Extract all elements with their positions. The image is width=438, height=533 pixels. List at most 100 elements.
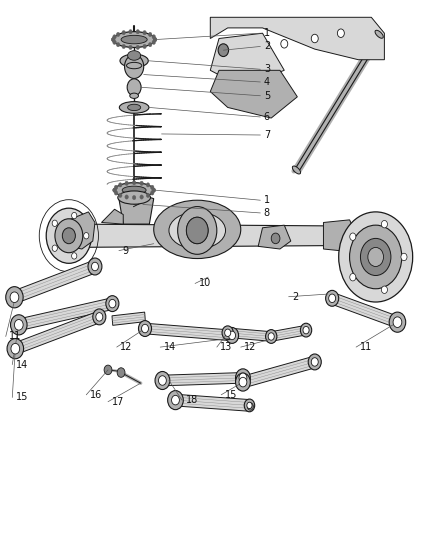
Ellipse shape: [127, 51, 141, 60]
Text: 1: 1: [264, 28, 270, 38]
Circle shape: [148, 43, 152, 47]
Circle shape: [119, 193, 122, 198]
Polygon shape: [102, 209, 123, 224]
Text: 15: 15: [225, 390, 237, 400]
Circle shape: [146, 193, 150, 198]
Circle shape: [138, 320, 152, 336]
Circle shape: [46, 208, 92, 263]
Ellipse shape: [120, 54, 148, 67]
Circle shape: [360, 238, 391, 276]
Circle shape: [325, 290, 339, 306]
Ellipse shape: [118, 191, 150, 204]
Circle shape: [350, 273, 356, 281]
Circle shape: [132, 181, 136, 185]
Circle shape: [152, 35, 155, 39]
Circle shape: [247, 402, 252, 409]
Circle shape: [368, 247, 384, 266]
Circle shape: [14, 319, 23, 330]
Circle shape: [136, 30, 139, 34]
Text: 12: 12: [120, 342, 133, 352]
Polygon shape: [69, 212, 95, 249]
Circle shape: [113, 188, 116, 192]
Circle shape: [337, 29, 344, 37]
Polygon shape: [210, 70, 297, 118]
Circle shape: [84, 232, 89, 239]
Ellipse shape: [130, 93, 138, 99]
Circle shape: [178, 207, 217, 254]
Text: 14: 14: [164, 342, 176, 352]
Circle shape: [55, 219, 83, 253]
Circle shape: [350, 233, 356, 240]
Polygon shape: [145, 323, 232, 341]
Circle shape: [155, 372, 170, 390]
Ellipse shape: [375, 30, 383, 38]
Circle shape: [152, 40, 155, 44]
Circle shape: [62, 228, 75, 244]
Circle shape: [106, 296, 119, 312]
Polygon shape: [331, 293, 399, 328]
Circle shape: [350, 225, 402, 289]
Circle shape: [153, 37, 157, 42]
Circle shape: [132, 196, 136, 200]
Circle shape: [109, 300, 116, 308]
Text: 1: 1: [264, 195, 270, 205]
Circle shape: [117, 43, 120, 47]
Circle shape: [125, 181, 128, 185]
Circle shape: [308, 354, 321, 370]
Circle shape: [151, 191, 154, 195]
Circle shape: [6, 287, 23, 308]
Text: 7: 7: [264, 130, 270, 140]
Circle shape: [401, 253, 407, 261]
Circle shape: [129, 45, 132, 50]
Circle shape: [247, 403, 253, 410]
Circle shape: [393, 317, 402, 327]
Text: 15: 15: [16, 392, 28, 402]
Polygon shape: [210, 33, 284, 86]
Circle shape: [140, 195, 143, 199]
Circle shape: [141, 324, 148, 333]
Text: 2: 2: [292, 292, 298, 302]
Circle shape: [244, 399, 254, 412]
Circle shape: [151, 185, 154, 189]
Circle shape: [114, 185, 118, 189]
Circle shape: [152, 188, 155, 192]
Polygon shape: [69, 224, 376, 247]
Circle shape: [236, 369, 251, 387]
Circle shape: [136, 45, 139, 50]
Circle shape: [281, 39, 288, 48]
Circle shape: [236, 373, 251, 391]
Circle shape: [239, 377, 247, 387]
Circle shape: [11, 315, 27, 335]
Circle shape: [159, 376, 166, 385]
Circle shape: [186, 217, 208, 244]
Text: 14: 14: [16, 360, 28, 369]
Circle shape: [311, 358, 318, 366]
Circle shape: [96, 313, 103, 321]
Text: 6: 6: [264, 112, 270, 122]
Polygon shape: [18, 298, 113, 330]
Circle shape: [127, 79, 141, 96]
Polygon shape: [112, 312, 145, 325]
Circle shape: [265, 329, 277, 343]
Circle shape: [104, 365, 112, 375]
Circle shape: [113, 40, 116, 44]
Circle shape: [239, 373, 247, 383]
Ellipse shape: [292, 166, 300, 174]
Text: 11: 11: [360, 342, 372, 352]
Polygon shape: [162, 373, 243, 386]
Ellipse shape: [169, 212, 226, 249]
Circle shape: [93, 309, 106, 325]
Text: 3: 3: [264, 64, 270, 74]
Circle shape: [143, 44, 146, 49]
Polygon shape: [13, 261, 96, 303]
Circle shape: [218, 44, 229, 56]
Circle shape: [225, 329, 231, 336]
Circle shape: [222, 326, 233, 340]
Polygon shape: [210, 17, 385, 60]
Circle shape: [268, 333, 274, 340]
Circle shape: [153, 37, 157, 42]
Polygon shape: [323, 220, 358, 252]
Circle shape: [328, 294, 336, 303]
Circle shape: [129, 30, 132, 34]
Circle shape: [186, 217, 208, 244]
